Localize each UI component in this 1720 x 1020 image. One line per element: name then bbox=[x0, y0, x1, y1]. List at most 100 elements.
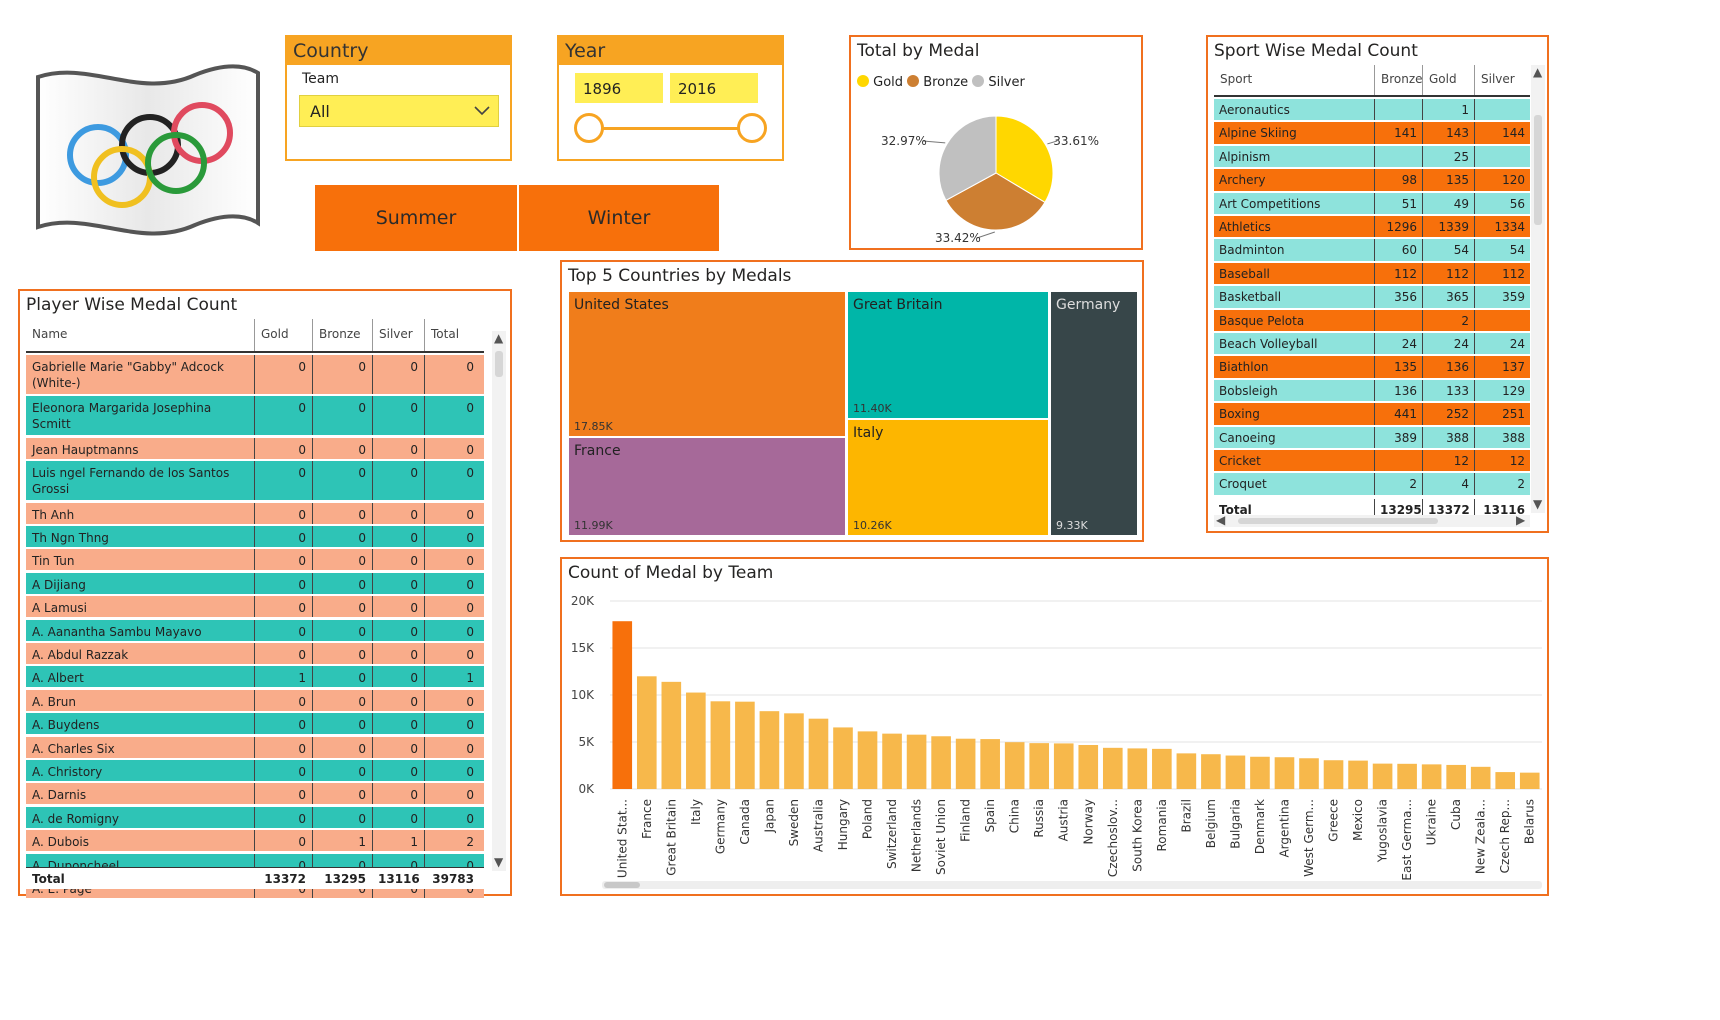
table-row[interactable]: Alpinism 25 bbox=[1214, 145, 1530, 169]
column-header[interactable]: Name bbox=[32, 327, 68, 341]
column-header[interactable]: Gold bbox=[1422, 65, 1474, 95]
table-row[interactable]: Boxing 441 252 251 bbox=[1214, 403, 1530, 426]
table-row[interactable]: Luis ngel Fernando de los Santos Grossi 0… bbox=[26, 461, 484, 502]
pie-slice-silver[interactable] bbox=[938, 115, 997, 202]
column-header[interactable]: Bronze bbox=[1374, 65, 1422, 95]
column-header[interactable]: Gold bbox=[254, 319, 312, 351]
chart-hscroll-thumb[interactable] bbox=[604, 882, 640, 888]
table-row[interactable]: Alpine Skiing 141 143 144 bbox=[1214, 122, 1530, 145]
table-row[interactable]: Gabrielle Marie "Gabby" Adcock (White-) 0… bbox=[26, 355, 484, 395]
bar[interactable] bbox=[661, 681, 682, 789]
bar[interactable] bbox=[1053, 743, 1074, 789]
column-header[interactable]: Silver bbox=[1474, 65, 1530, 95]
bar[interactable] bbox=[1519, 772, 1540, 789]
bar[interactable] bbox=[955, 738, 976, 789]
table-row[interactable]: Eleonora Margarida Josephina Scmitt 0 0 0 0 bbox=[26, 396, 484, 437]
column-header[interactable]: Sport bbox=[1220, 72, 1253, 86]
scroll-left-icon[interactable]: ◀ bbox=[1216, 513, 1226, 527]
summer-button[interactable]: Summer bbox=[315, 185, 517, 251]
bar[interactable] bbox=[1201, 754, 1221, 789]
scroll-up-icon[interactable]: ▲ bbox=[1533, 65, 1543, 79]
bar[interactable] bbox=[1225, 755, 1246, 789]
column-header[interactable]: Silver bbox=[372, 319, 424, 351]
bar[interactable] bbox=[1004, 742, 1025, 789]
bar[interactable] bbox=[1274, 757, 1295, 789]
treemap-tile[interactable]: France 11.99K bbox=[569, 438, 845, 535]
table-row[interactable]: A Lamusi 0 0 0 0 bbox=[26, 596, 484, 619]
table-row[interactable]: Bobsleigh 136 133 129 bbox=[1214, 379, 1530, 403]
scroll-down-icon[interactable]: ▼ bbox=[1533, 497, 1543, 511]
bar[interactable] bbox=[612, 621, 633, 789]
player-table-vscroll[interactable]: ▲ ▼ bbox=[492, 331, 506, 871]
winter-button[interactable]: Winter bbox=[519, 185, 719, 251]
bar[interactable] bbox=[1102, 747, 1123, 789]
bar[interactable] bbox=[1446, 764, 1466, 789]
year-from-input[interactable]: 1896 bbox=[575, 73, 663, 103]
chart-hscroll[interactable] bbox=[602, 881, 1542, 889]
bar[interactable] bbox=[1372, 763, 1393, 789]
table-row[interactable]: A. Dubois 0 1 1 2 bbox=[26, 830, 484, 853]
treemap-tile[interactable]: United States 17.85K bbox=[569, 292, 845, 436]
bar[interactable] bbox=[1078, 745, 1099, 789]
table-row[interactable]: A. Christory 0 0 0 0 bbox=[26, 760, 484, 782]
table-row[interactable]: Th Ngn Thng 0 0 0 0 bbox=[26, 526, 484, 548]
table-row[interactable]: A. Buydens 0 0 0 0 bbox=[26, 713, 484, 736]
bar[interactable] bbox=[1127, 748, 1148, 789]
pie-slice-gold[interactable] bbox=[995, 115, 1054, 204]
bar[interactable] bbox=[1323, 760, 1344, 789]
column-header[interactable]: Total bbox=[424, 319, 480, 351]
player-table-vscroll-thumb[interactable] bbox=[495, 351, 503, 377]
table-row[interactable]: Baseball 112 112 112 bbox=[1214, 262, 1530, 286]
table-row[interactable]: Canoeing 389 388 388 bbox=[1214, 426, 1530, 449]
bar[interactable] bbox=[833, 727, 853, 789]
table-row[interactable]: A. Aanantha Sambu Mayavo 0 0 0 0 bbox=[26, 619, 484, 642]
bar[interactable] bbox=[735, 701, 755, 789]
table-row[interactable]: A. Brun 0 0 0 0 bbox=[26, 689, 484, 712]
scroll-right-icon[interactable]: ▶ bbox=[1516, 513, 1526, 527]
table-row[interactable]: Athletics 1296 1339 1334 bbox=[1214, 216, 1530, 239]
bar[interactable] bbox=[857, 731, 878, 789]
year-to-handle[interactable] bbox=[737, 113, 767, 143]
bar[interactable] bbox=[980, 739, 1000, 789]
table-row[interactable]: Tin Tun 0 0 0 0 bbox=[26, 549, 484, 572]
treemap-tile[interactable]: Italy 10.26K bbox=[848, 420, 1048, 535]
bar[interactable] bbox=[808, 718, 829, 789]
table-row[interactable]: Aeronautics 1 bbox=[1214, 99, 1530, 122]
sport-table-hscroll[interactable]: ◀ ▶ bbox=[1214, 513, 1530, 527]
bar[interactable] bbox=[1176, 753, 1197, 789]
sport-table-hscroll-thumb[interactable] bbox=[1238, 518, 1438, 524]
bar[interactable] bbox=[1421, 764, 1442, 789]
table-row[interactable]: Biathlon 135 136 137 bbox=[1214, 356, 1530, 379]
bar[interactable] bbox=[686, 692, 706, 789]
treemap-tile[interactable]: Great Britain 11.40K bbox=[848, 292, 1048, 418]
bar[interactable] bbox=[1470, 766, 1491, 789]
team-dropdown[interactable]: All bbox=[299, 95, 499, 127]
bar[interactable] bbox=[1029, 743, 1050, 789]
bar[interactable] bbox=[906, 734, 927, 789]
year-from-handle[interactable] bbox=[574, 113, 604, 143]
table-row[interactable]: Beach Volleyball 24 24 24 bbox=[1214, 333, 1530, 356]
bar[interactable] bbox=[1299, 758, 1319, 789]
table-row[interactable]: A. Albert 1 0 0 1 bbox=[26, 666, 484, 689]
bar[interactable] bbox=[1250, 756, 1270, 789]
table-row[interactable]: A Dijiang 0 0 0 0 bbox=[26, 572, 484, 595]
table-row[interactable]: Badminton 60 54 54 bbox=[1214, 239, 1530, 262]
bar[interactable] bbox=[882, 733, 902, 789]
sport-table-vscroll[interactable]: ▲ ▼ bbox=[1531, 65, 1545, 513]
bar[interactable] bbox=[710, 701, 731, 789]
table-row[interactable]: Archery 98 135 120 bbox=[1214, 169, 1530, 192]
table-row[interactable]: Art Competitions 51 49 56 bbox=[1214, 192, 1530, 215]
bar[interactable] bbox=[1495, 772, 1516, 789]
table-row[interactable]: A. Charles Six 0 0 0 0 bbox=[26, 736, 484, 759]
table-row[interactable]: Cricket 12 12 bbox=[1214, 450, 1530, 473]
table-row[interactable]: Jean Hauptmanns 0 0 0 0 bbox=[26, 437, 484, 460]
table-row[interactable]: Basque Pelota 2 bbox=[1214, 309, 1530, 332]
table-row[interactable]: A. Darnis 0 0 0 0 bbox=[26, 783, 484, 806]
bar[interactable] bbox=[931, 736, 951, 789]
treemap-tile[interactable]: Germany 9.33K bbox=[1051, 292, 1137, 535]
table-row[interactable]: Basketball 356 365 359 bbox=[1214, 286, 1530, 309]
bar[interactable] bbox=[636, 676, 657, 789]
bar[interactable] bbox=[1397, 763, 1417, 789]
table-row[interactable]: A. Abdul Razzak 0 0 0 0 bbox=[26, 643, 484, 665]
year-to-input[interactable]: 2016 bbox=[670, 73, 758, 103]
